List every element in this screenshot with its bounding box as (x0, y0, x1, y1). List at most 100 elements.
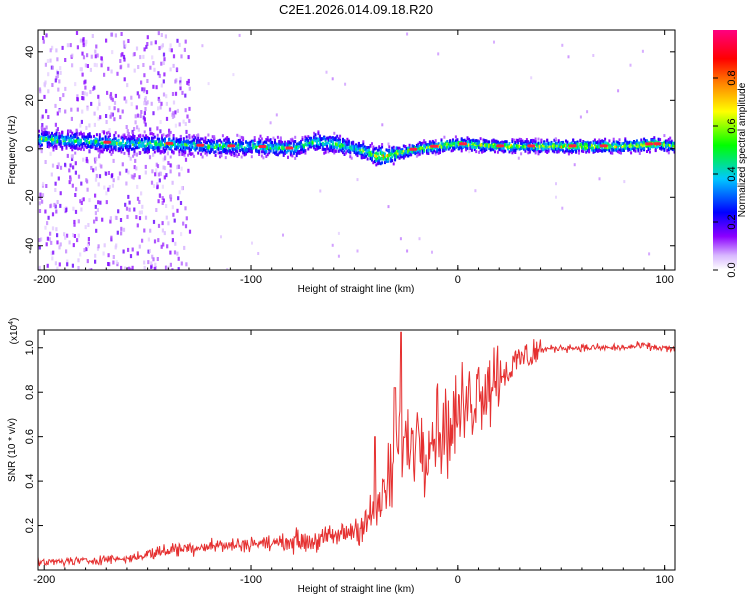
spectrogram-noise-cell (168, 132, 171, 137)
spectrogram-noise-cell (166, 266, 169, 270)
spectrogram-noise-cell (226, 268, 229, 270)
spectrogram-noise-cell (47, 72, 50, 77)
spectrogram-ridge-cell (472, 145, 475, 149)
spectrogram-ridge-cell (418, 144, 421, 148)
spectrogram-ridge-cell (165, 143, 168, 147)
spectrogram-ridge-cell (633, 140, 635, 144)
spectrogram-ridge-cell (538, 142, 541, 146)
spectrogram-noise-cell (127, 170, 130, 175)
spectrogram-ridge-cell (556, 144, 559, 148)
spectrogram-ridge-cell (75, 144, 78, 148)
x-tick-label: -100 (240, 274, 262, 286)
spectrogram-ridge-cell (410, 153, 413, 156)
spectrogram-ridge-cell (111, 150, 114, 154)
spectrogram-ridge-cell (42, 133, 45, 137)
x-tick-label: 0 (455, 574, 461, 586)
spectrogram-ridge-cell (156, 133, 159, 137)
spectrogram-noise-cell (172, 100, 176, 105)
spectrogram-ridge-cell (583, 143, 586, 146)
spectrogram-ridge-cell (336, 138, 339, 142)
spectrogram-ridge-cell (346, 145, 349, 149)
spectrogram-ridge-cell (142, 148, 145, 152)
spectrogram-ridge-cell (669, 144, 672, 147)
spectrogram-ridge-cell (297, 146, 300, 150)
spectrogram-ridge-cell (56, 135, 59, 139)
spectrogram-ridge-cell (375, 157, 378, 161)
spectrogram-ridge-cell (182, 150, 185, 154)
spectrogram-ridge-cell (469, 142, 472, 146)
spectrogram-ridge-cell (420, 145, 423, 149)
spectrogram-ridge-cell (531, 146, 534, 150)
spectrogram-noise-cell (168, 128, 171, 133)
spectrogram-ridge-cell (353, 147, 356, 151)
spectrogram-noise-cell (183, 245, 186, 250)
spectrogram-noise-cell (124, 202, 127, 207)
spectrogram-noise-cell (138, 200, 141, 204)
spectrogram-ridge-cell (672, 142, 675, 146)
spectrogram-noise-cell (99, 200, 102, 205)
spectrogram-ridge-cell (352, 145, 355, 149)
spectrogram-noise-cell (73, 219, 76, 224)
spectrogram-noise-cell (169, 262, 172, 267)
spectrogram-ridge-cell (177, 138, 179, 142)
spectrogram-noise-cell (159, 120, 162, 124)
spectrogram-noise-cell (51, 83, 54, 87)
snr-y-ticks: 0.20.40.60.81.0 (24, 340, 675, 533)
spectrogram-noise-cell (141, 87, 144, 92)
spectrogram-ridge-cell (48, 131, 51, 135)
spectrogram-ridge-cell (507, 147, 510, 151)
spectrogram-ridge-cell (198, 140, 201, 144)
spectrogram-ridge-cell (457, 141, 460, 144)
spectrogram-ridge-cell (88, 141, 91, 145)
spectrogram-noise-cell (143, 101, 146, 106)
spectrogram-ridge-cell (301, 147, 304, 151)
spectrogram-ridge-cell (136, 145, 139, 149)
spectrogram-noise-cell (167, 221, 170, 226)
spectrogram-ridge-cell (146, 151, 149, 155)
spectrogram-ridge-cell (295, 154, 298, 158)
spectrogram-ridge-cell (39, 138, 42, 142)
spectrogram-noise-cell (80, 207, 83, 212)
spectrogram-noise-cell (131, 174, 134, 179)
spectrogram-ridge-cell (473, 148, 476, 152)
spectrogram-noise-cell (598, 177, 601, 181)
spectrogram-noise-cell (165, 215, 168, 220)
spectrogram-ridge-cell (426, 151, 428, 155)
spectrogram-ridge-cell (372, 147, 375, 151)
spectrogram-ridge-cell (240, 135, 243, 139)
spectrogram-ridge-cell (161, 138, 164, 142)
spectrogram-ridge-cell (486, 140, 489, 144)
spectrogram-ridge-cell (404, 152, 407, 156)
spectrogram-noise-cell (85, 247, 88, 252)
spectrogram-ridge-cell (560, 145, 563, 149)
spectrogram-ridge-cell (570, 147, 573, 151)
spectrogram-noise-cell (127, 133, 130, 138)
spectrogram-noise-cell (160, 61, 163, 66)
spectrogram-noise-cell (137, 127, 140, 132)
spectrogram-ridge-cell (77, 137, 80, 141)
spectrogram-ridge-cell (391, 149, 394, 153)
spectrogram-ridge-cell (284, 143, 287, 147)
spectrogram-noise-cell (51, 163, 55, 168)
spectrogram-ridge-cell (256, 140, 259, 144)
spectrogram-noise-cell (153, 67, 156, 72)
spectrogram-noise-cell (207, 82, 210, 86)
spectrogram-ridge-cell (578, 146, 580, 150)
spectrogram-ridge-cell (670, 141, 673, 145)
spectrogram-ridge-cell (349, 145, 352, 149)
spectrogram-ridge-cell (640, 143, 643, 147)
spectrogram-noise-cell (418, 237, 421, 241)
spectrogram-ridge-cell (462, 144, 465, 148)
spectrogram-ridge-cell (114, 145, 117, 149)
spectrogram-ridge-cell (250, 147, 253, 151)
spectrogram-ridge-cell (369, 144, 372, 147)
spectrogram-ridge-cell (431, 151, 434, 155)
spectrogram-ridge-cell (272, 136, 275, 140)
spectrogram-ridge-cell (430, 146, 433, 150)
spectrogram-ridge-cell (547, 142, 550, 145)
spectrogram-ridge-cell (106, 148, 108, 152)
spectrogram-ridge-cell (205, 141, 208, 145)
spectrogram-ridge-cell (51, 143, 53, 147)
spectrogram-ridge-cell (184, 140, 187, 144)
spectrogram-ridge-cell (547, 149, 550, 153)
